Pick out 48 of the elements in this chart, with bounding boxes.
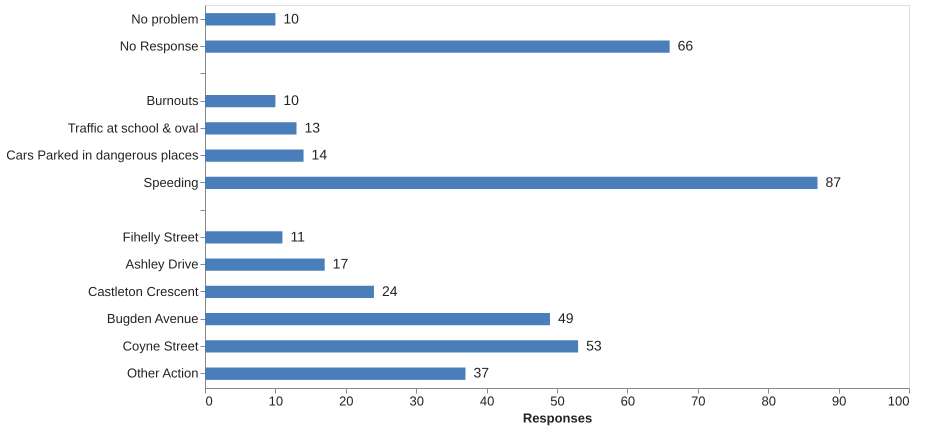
- data-label: 10: [283, 10, 300, 26]
- y-tick-label: Cars Parked in dangerous places: [6, 148, 199, 163]
- y-tick-label: Fihelly Street: [122, 229, 199, 244]
- data-label: 37: [473, 364, 490, 381]
- y-tick-label: Speeding: [144, 174, 198, 190]
- y-tick-label: Burnouts: [146, 93, 199, 108]
- x-tick-label: 0: [206, 394, 213, 408]
- bar: [205, 286, 374, 298]
- x-tick-label: 100: [888, 394, 910, 408]
- data-label: 87: [825, 174, 842, 190]
- x-tick-label: 40: [480, 394, 494, 408]
- bar: [205, 368, 466, 380]
- data-label: 17: [332, 256, 348, 272]
- bar: [205, 13, 276, 26]
- x-tick-label: 10: [268, 394, 284, 408]
- bar: [205, 149, 304, 162]
- data-label: 13: [304, 119, 320, 136]
- data-label: 24: [382, 282, 398, 299]
- bar: [205, 122, 297, 134]
- y-tick-label: Other Action: [126, 366, 198, 381]
- data-label: 53: [586, 337, 602, 354]
- bar: [205, 258, 325, 271]
- y-tick-label: Coyne Street: [122, 338, 199, 354]
- bar: [205, 340, 578, 353]
- y-tick-label: No Response: [120, 38, 198, 54]
- x-tick-label: 50: [550, 394, 565, 408]
- x-axis-title: Responses: [522, 410, 592, 426]
- x-tick-label: 80: [761, 394, 776, 408]
- y-tick-label: No problem: [131, 11, 198, 26]
- data-label: 14: [312, 146, 328, 163]
- x-tick-label: 30: [409, 394, 424, 408]
- x-tick-label: 70: [691, 394, 706, 408]
- x-tick-label: 20: [339, 394, 354, 408]
- y-tick-label: Castleton Crescent: [88, 284, 199, 299]
- data-label: 49: [558, 310, 574, 326]
- bar: [205, 94, 276, 108]
- data-label: 10: [283, 92, 300, 108]
- bar: [205, 176, 818, 190]
- data-label: 66: [678, 38, 694, 54]
- y-tick-label: Bugden Avenue: [106, 311, 198, 326]
- x-tick-label: 90: [832, 394, 846, 408]
- bar: [205, 313, 550, 326]
- x-tick-label: 60: [620, 394, 636, 408]
- data-label: 11: [290, 228, 306, 244]
- y-tick-label: Ashley Drive: [126, 256, 198, 272]
- bar: [205, 40, 670, 53]
- y-tick-label: Traffic at school & oval: [68, 120, 199, 136]
- bar: [205, 231, 282, 244]
